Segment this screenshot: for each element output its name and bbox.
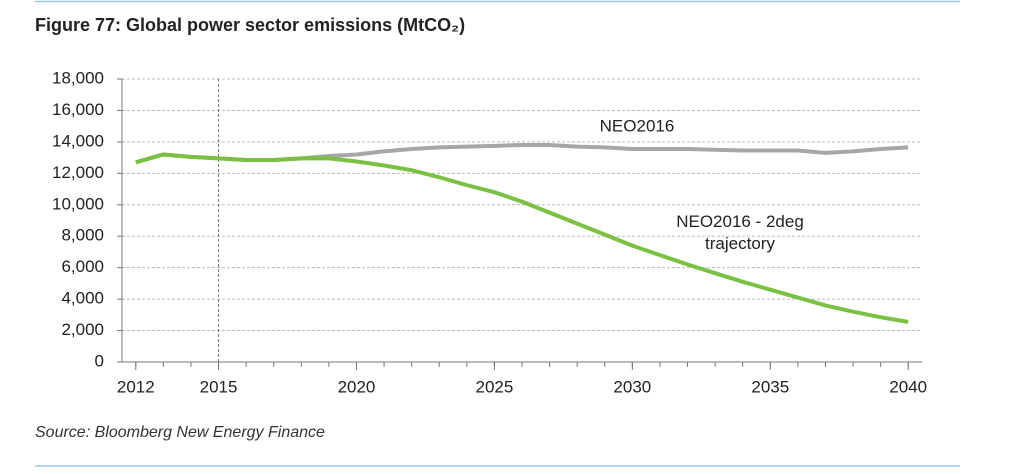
series-line [135,152,909,324]
x-tick-label: 2035 [751,377,789,396]
y-tick-label: 12,000 [52,163,104,182]
y-tick-label: 6,000 [61,257,104,276]
y-tick-label: 10,000 [52,194,104,213]
y-tick-label: 14,000 [52,131,104,150]
x-tick-label: 2020 [338,377,376,396]
source-note: Source: Bloomberg New Energy Finance [35,424,325,441]
x-tick-label: 2040 [889,377,927,396]
y-tick-label: 16,000 [52,100,104,119]
series-label: NEO2016 [600,116,675,135]
x-tick-label: 2012 [117,377,155,396]
series-label: NEO2016 - 2deg trajectory [676,212,804,253]
x-tick-label: 2030 [613,377,651,396]
y-tick-label: 18,000 [52,68,104,87]
y-tick-label: 0 [95,351,104,370]
y-tick-label: 2,000 [61,320,104,339]
x-tick-label: 2015 [200,377,238,396]
y-tick-label: 8,000 [61,226,104,245]
x-tick-label: 2025 [475,377,513,396]
chart-title: Figure 77: Global power sector emissions… [35,15,465,35]
y-tick-label: 4,000 [61,289,104,308]
